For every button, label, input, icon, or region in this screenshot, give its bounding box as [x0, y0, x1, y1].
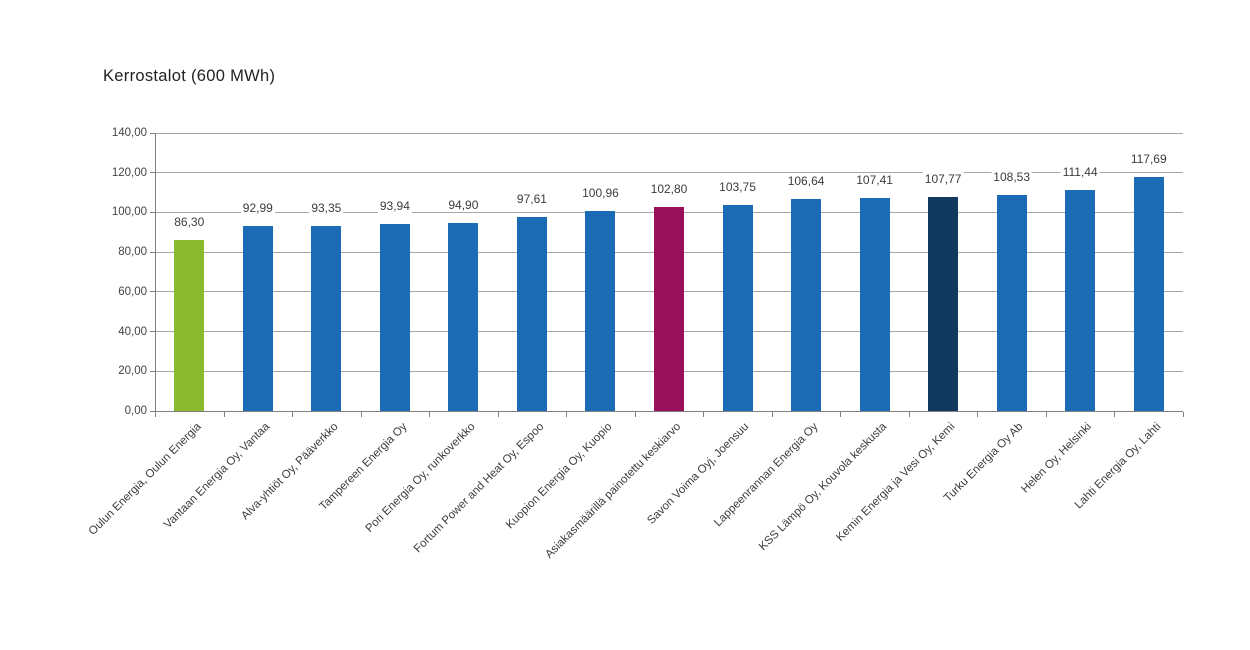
y-gridline [155, 172, 1183, 174]
bar-value-label: 93,94 [377, 199, 412, 214]
x-axis-tick [292, 412, 294, 417]
x-axis-tick [908, 412, 910, 417]
y-axis-tick-label: 100,00 [111, 206, 147, 219]
x-axis-tick [223, 412, 225, 417]
y-axis-tick [150, 331, 155, 333]
bar-11 [859, 197, 890, 411]
x-axis-tick [429, 412, 431, 417]
y-axis-tick [150, 172, 155, 174]
bar-6 [516, 217, 547, 411]
bar-4 [379, 224, 410, 411]
y-axis-tick-label: 120,00 [111, 166, 147, 179]
bar-5 [448, 222, 479, 411]
y-axis-tick-label: 80,00 [118, 246, 147, 259]
bar-value-label: 94,90 [446, 197, 481, 212]
y-axis-tick [150, 132, 155, 134]
bar-value-label: 100,96 [580, 185, 621, 200]
x-axis-category-label: Helen Oy, Helsinki [1019, 420, 1095, 496]
x-axis-category-label: Fortum Power and Heat Oy, Espoo [411, 420, 547, 556]
x-axis-tick [771, 412, 773, 417]
bar-value-label: 108,53 [991, 170, 1033, 185]
bar-value-label: 92,99 [240, 201, 275, 216]
y-axis-tick-label: 20,00 [118, 365, 147, 378]
x-axis-tick [155, 412, 156, 417]
x-axis-tick [634, 412, 636, 417]
bar-1 [174, 239, 205, 411]
chart-title: Kerrostalot (600 MWh) [103, 67, 276, 85]
x-axis-tick [977, 412, 979, 417]
bar-value-label: 102,80 [648, 181, 690, 196]
bar-3 [311, 225, 342, 411]
x-axis-tick [566, 412, 568, 417]
x-axis-line [155, 411, 1183, 412]
bar-value-label: 97,61 [514, 192, 549, 207]
y-axis-tick-label: 60,00 [118, 285, 147, 298]
y-axis-tick [150, 410, 155, 412]
y-axis-tick-label: 0,00 [124, 405, 147, 417]
y-axis-tick [150, 251, 155, 253]
bar-7 [585, 210, 616, 411]
y-axis-line [155, 133, 156, 411]
x-axis-tick [703, 412, 705, 417]
y-axis-tick [150, 211, 155, 213]
bar-14 [1065, 189, 1096, 411]
bar-value-label: 103,75 [717, 179, 758, 194]
bar-value-label: 107,41 [854, 172, 895, 187]
bar-12 [928, 196, 959, 411]
y-axis-tick [150, 370, 155, 372]
x-axis-tick [1183, 412, 1184, 417]
x-axis-tick [497, 412, 499, 417]
y-axis-tick [150, 291, 155, 293]
x-axis-category-label: KSS Lämpö Oy, Kouvola keskusta [756, 420, 889, 553]
bar-value-label: 106,64 [785, 174, 827, 189]
bar-2 [242, 226, 273, 411]
x-axis-category-label: Oulun Energia, Oulun Energia [86, 420, 204, 538]
x-axis-category-label: Pori Energia Oy, runkoverkko [363, 420, 478, 535]
x-axis-category-label: Kemin Energia ja Vesi Oy, Kemi [834, 420, 958, 544]
y-gridline [155, 132, 1183, 134]
bar-value-label: 86,30 [172, 214, 207, 229]
bar-13 [996, 195, 1027, 411]
y-axis-tick-label: 40,00 [118, 325, 147, 338]
x-axis-tick [360, 412, 362, 417]
bar-value-label: 107,77 [922, 171, 964, 186]
y-axis-tick-label: 140,00 [111, 127, 147, 139]
bar-8 [654, 206, 684, 411]
bar-value-label: 93,35 [309, 200, 344, 215]
bar-9 [722, 204, 753, 411]
x-axis-category-label: Asiakasmäärillä painotettu keskiarvo [543, 420, 684, 561]
x-axis-tick [1114, 412, 1116, 417]
bar-15 [1133, 177, 1164, 411]
bar-value-label: 111,44 [1060, 164, 1100, 179]
x-axis-tick [1045, 412, 1047, 417]
bar-value-label: 117,69 [1128, 152, 1169, 167]
x-axis-tick [840, 412, 842, 417]
bar-10 [791, 199, 822, 411]
